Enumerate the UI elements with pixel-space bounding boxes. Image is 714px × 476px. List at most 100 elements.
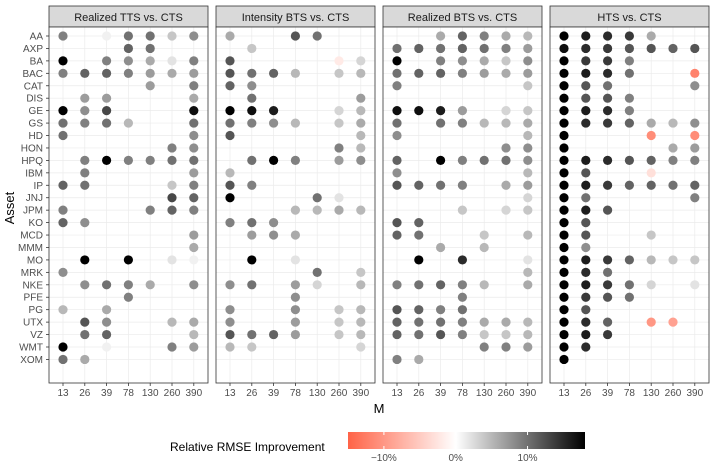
data-point	[392, 180, 402, 190]
data-point	[167, 205, 177, 215]
x-tick-label: 39	[101, 388, 113, 399]
data-point	[523, 68, 533, 78]
data-point	[523, 342, 533, 352]
data-point	[414, 305, 424, 315]
data-point	[414, 354, 424, 365]
x-tick-label: 13	[391, 388, 403, 399]
data-point	[392, 81, 402, 91]
legend-tick-label: −10%	[371, 453, 397, 464]
data-point	[624, 106, 635, 116]
data-point	[312, 280, 322, 290]
data-point	[414, 43, 424, 54]
data-point	[356, 130, 366, 141]
data-point	[269, 155, 279, 165]
data-point	[225, 56, 235, 66]
data-point	[247, 230, 257, 240]
data-point	[501, 43, 511, 54]
y-tick-label: MCD	[20, 231, 43, 242]
y-tick-label: MMM	[18, 243, 43, 254]
data-point	[102, 118, 112, 128]
data-point	[414, 329, 424, 340]
data-point	[334, 205, 344, 215]
data-point	[646, 280, 656, 290]
data-point	[559, 168, 569, 178]
facet-title: Realized TTS vs. CTS	[74, 12, 183, 24]
data-point	[581, 230, 591, 240]
data-point	[290, 317, 300, 327]
data-point	[102, 155, 112, 165]
data-point	[690, 68, 700, 78]
data-point	[247, 43, 257, 54]
data-point	[646, 180, 656, 190]
data-point	[581, 180, 591, 190]
data-point	[334, 68, 344, 78]
data-point	[559, 292, 569, 302]
facet-title: Realized BTS vs. CTS	[408, 12, 517, 24]
data-point	[581, 255, 591, 265]
data-point	[58, 130, 68, 141]
data-point	[624, 292, 635, 302]
data-point	[102, 56, 112, 66]
data-point	[436, 43, 446, 54]
data-point	[247, 106, 257, 116]
data-point	[269, 329, 279, 340]
data-point	[581, 106, 591, 116]
data-point	[225, 81, 235, 91]
data-point	[646, 43, 656, 54]
data-point	[581, 81, 591, 91]
data-point	[189, 255, 199, 265]
x-tick-label: 260	[331, 388, 348, 399]
data-point	[189, 130, 199, 141]
data-point	[603, 106, 613, 116]
data-point	[225, 317, 235, 327]
data-point	[334, 118, 344, 128]
data-point	[523, 317, 533, 327]
data-point	[80, 155, 90, 165]
data-point	[247, 218, 257, 228]
data-point	[603, 317, 613, 327]
x-tick-label: 130	[476, 388, 493, 399]
x-tick-label: 13	[224, 388, 236, 399]
data-point	[523, 205, 533, 215]
data-point	[624, 56, 635, 66]
data-point	[457, 68, 467, 78]
data-point	[247, 93, 257, 103]
data-point	[123, 118, 133, 128]
x-tick-label: 130	[309, 388, 326, 399]
data-point	[646, 230, 656, 240]
data-point	[603, 56, 613, 66]
data-point	[225, 180, 235, 190]
data-point	[690, 81, 700, 91]
data-point	[189, 143, 199, 153]
y-tick-label: NKE	[22, 280, 43, 291]
x-tick-label: 39	[602, 388, 614, 399]
data-point	[290, 329, 300, 340]
x-tick-label: 13	[57, 388, 69, 399]
data-point	[436, 317, 446, 327]
data-point	[80, 317, 90, 327]
data-point	[559, 242, 569, 253]
data-point	[123, 31, 133, 41]
data-point	[392, 155, 402, 165]
x-tick-label: 26	[246, 388, 258, 399]
data-point	[690, 118, 700, 128]
data-point	[436, 242, 446, 253]
data-point	[523, 193, 533, 203]
data-point	[436, 31, 446, 41]
data-point	[225, 130, 235, 141]
data-point	[581, 205, 591, 215]
data-point	[189, 205, 199, 215]
data-point	[189, 329, 199, 340]
data-point	[523, 267, 533, 277]
data-point	[392, 317, 402, 327]
data-point	[356, 68, 366, 78]
data-point	[247, 68, 257, 78]
x-tick-label: 260	[164, 388, 181, 399]
data-point	[646, 118, 656, 128]
data-point	[392, 130, 402, 141]
data-point	[290, 255, 300, 265]
data-point	[523, 43, 533, 54]
x-tick-label: 26	[79, 388, 91, 399]
data-point	[123, 255, 133, 265]
data-point	[414, 68, 424, 78]
